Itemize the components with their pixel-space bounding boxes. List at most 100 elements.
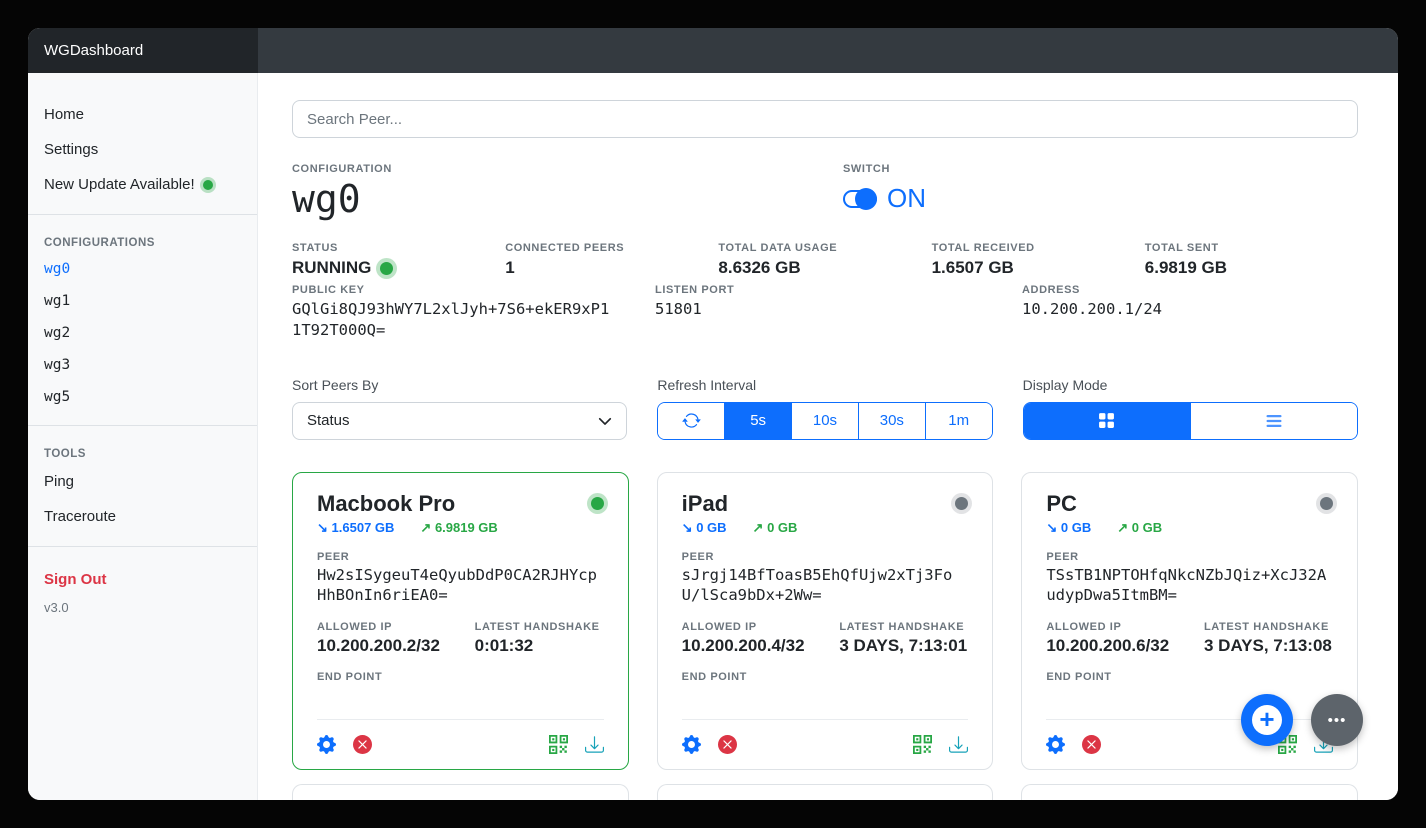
total-received-label: TOTAL RECEIVED	[931, 242, 1035, 254]
status-label: STATUS	[292, 242, 338, 254]
update-available-dot-icon	[202, 179, 213, 190]
sidebar-item-ping[interactable]: Ping	[44, 473, 75, 490]
public-key-label: PUBLIC KEY	[292, 284, 365, 296]
display-mode-label: Display Mode	[1022, 376, 1108, 393]
refresh-option-30s[interactable]: 30s	[857, 402, 925, 439]
peer-settings-gear-icon[interactable]	[317, 734, 336, 754]
sidebar-item-traceroute[interactable]: Traceroute	[44, 508, 116, 525]
sidebar-divider	[28, 425, 257, 426]
allowed-ip-value: 10.200.200.2/32	[317, 635, 440, 655]
tools-section-label: TOOLS	[44, 448, 86, 460]
refresh-now-button[interactable]	[658, 402, 725, 439]
peer-delete-icon[interactable]	[717, 734, 737, 754]
sidebar-config-wg2[interactable]: wg2	[44, 325, 71, 341]
peer-public-key: TSsTB1NPTOHfqNkcNZbJQiz+XcJ32AudypDwa5It…	[1046, 565, 1327, 605]
listen-port-label: LISTEN PORT	[655, 284, 735, 296]
endpoint-value	[1046, 683, 1333, 709]
received-arrow-icon: ↘	[681, 519, 693, 535]
peer-name: PC	[1046, 490, 1077, 516]
connected-peers-label: CONNECTED PEERS	[505, 242, 625, 254]
peer-received: 0 GB	[1060, 519, 1092, 535]
peer-card-pc: PC ↘ 0 GB ↗ 0 GB PEER TSsTB1NPTOHfqNkcNZ…	[1021, 471, 1358, 770]
peer-sent: 0 GB	[767, 519, 798, 535]
sidebar-config-wg1[interactable]: wg1	[44, 293, 71, 309]
peer-offline-dot-icon	[955, 497, 969, 511]
configuration-name: wg0	[292, 177, 361, 221]
list-view-icon	[1266, 414, 1282, 427]
peer-card-ipad: iPad ↘ 0 GB ↗ 0 GB PEER sJrgj14BfToasB5E…	[656, 471, 994, 770]
total-received-value: 1.6507 GB	[931, 258, 1014, 277]
peer-qr-code-icon[interactable]	[913, 734, 933, 754]
peer-key-label: PEER	[1046, 550, 1079, 563]
peer-name: Macbook Pro	[317, 490, 456, 516]
sort-peers-select[interactable]: Status	[292, 401, 628, 440]
allowed-ip-value: 10.200.200.4/32	[681, 635, 805, 655]
allowed-ip-label: ALLOWED IP	[317, 620, 393, 633]
peer-sent: 6.9819 GB	[434, 519, 498, 535]
status-value: RUNNING	[292, 258, 372, 277]
card-divider	[317, 718, 604, 720]
more-options-fab[interactable]: •••	[1311, 694, 1363, 746]
peer-delete-icon[interactable]	[1082, 734, 1102, 754]
main-content: CONFIGURATION wg0 SWITCH ON STATUS RUNNI…	[258, 73, 1398, 800]
add-peer-fab[interactable]: +	[1241, 694, 1293, 746]
configuration-label: CONFIGURATION	[292, 163, 392, 175]
next-peer-row	[292, 783, 1358, 800]
card-divider	[681, 718, 969, 720]
endpoint-label: END POINT	[1046, 670, 1112, 683]
configuration-toggle[interactable]	[843, 187, 877, 210]
endpoint-value	[317, 683, 604, 709]
endpoint-label: END POINT	[317, 670, 383, 683]
peer-settings-gear-icon[interactable]	[1046, 734, 1066, 754]
peer-card-partial	[1021, 783, 1358, 800]
refresh-option-10s[interactable]: 10s	[791, 402, 858, 439]
search-peer-input[interactable]	[292, 100, 1358, 138]
allowed-ip-label: ALLOWED IP	[681, 620, 757, 633]
peer-card-partial	[656, 783, 994, 800]
display-list-button[interactable]	[1189, 402, 1357, 439]
sidebar-divider	[28, 546, 257, 547]
received-arrow-icon: ↘	[1046, 519, 1058, 535]
chevron-down-icon	[599, 417, 612, 425]
app-window: WGDashboard Home Settings New Update Ava…	[28, 28, 1398, 800]
peer-download-config-icon[interactable]	[949, 735, 969, 754]
sign-out-link[interactable]: Sign Out	[44, 571, 107, 588]
address-label: ADDRESS	[1022, 284, 1080, 296]
total-sent-label: TOTAL SENT	[1144, 242, 1219, 254]
listen-port-value: 51801	[655, 300, 702, 318]
handshake-value: 3 DAYS, 7:13:08	[1203, 635, 1332, 655]
refresh-interval-group: 5s 10s 30s 1m	[657, 401, 993, 440]
sort-peers-value: Status	[307, 412, 350, 430]
configurations-section-label: CONFIGURATIONS	[44, 237, 155, 249]
sidebar-item-update[interactable]: New Update Available!	[28, 167, 257, 202]
sidebar-config-wg0[interactable]: wg0	[44, 261, 71, 277]
peer-settings-gear-icon[interactable]	[681, 734, 701, 754]
peer-download-config-icon[interactable]	[584, 735, 604, 754]
endpoint-value	[682, 683, 969, 709]
peer-name: iPad	[681, 490, 729, 516]
sidebar: Home Settings New Update Available! CONF…	[28, 73, 258, 800]
peer-qr-code-icon[interactable]	[548, 734, 568, 754]
sent-arrow-icon: ↗	[1117, 519, 1129, 535]
sidebar-divider	[28, 214, 257, 215]
refresh-option-5s[interactable]: 5s	[724, 402, 792, 439]
display-grid-button[interactable]	[1023, 402, 1190, 439]
peer-delete-icon[interactable]	[353, 734, 372, 754]
peer-key-label: PEER	[317, 550, 350, 563]
peer-sent: 0 GB	[1131, 519, 1163, 535]
refresh-option-1m[interactable]: 1m	[924, 402, 992, 439]
sidebar-config-wg5[interactable]: wg5	[44, 389, 71, 405]
public-key-value: GQlGi8QJ93hWY7L2xlJyh+7S6+ekER9xP11T92T0…	[292, 300, 610, 339]
sort-peers-label: Sort Peers By	[292, 376, 379, 393]
sidebar-item-settings[interactable]: Settings	[44, 141, 99, 158]
sidebar-config-wg3[interactable]: wg3	[44, 357, 71, 373]
sidebar-item-home[interactable]: Home	[44, 106, 85, 123]
sent-arrow-icon: ↗	[752, 519, 764, 535]
plus-icon: +	[1252, 705, 1282, 735]
switch-state-text: ON	[887, 183, 926, 213]
top-navbar: WGDashboard	[28, 28, 1398, 73]
peer-cards-grid: Macbook Pro ↘ 1.6507 GB ↗ 6.9819 GB PEER…	[292, 471, 1358, 770]
grid-view-icon	[1099, 413, 1115, 429]
allowed-ip-label: ALLOWED IP	[1046, 620, 1122, 633]
switch-label: SWITCH	[843, 163, 890, 175]
